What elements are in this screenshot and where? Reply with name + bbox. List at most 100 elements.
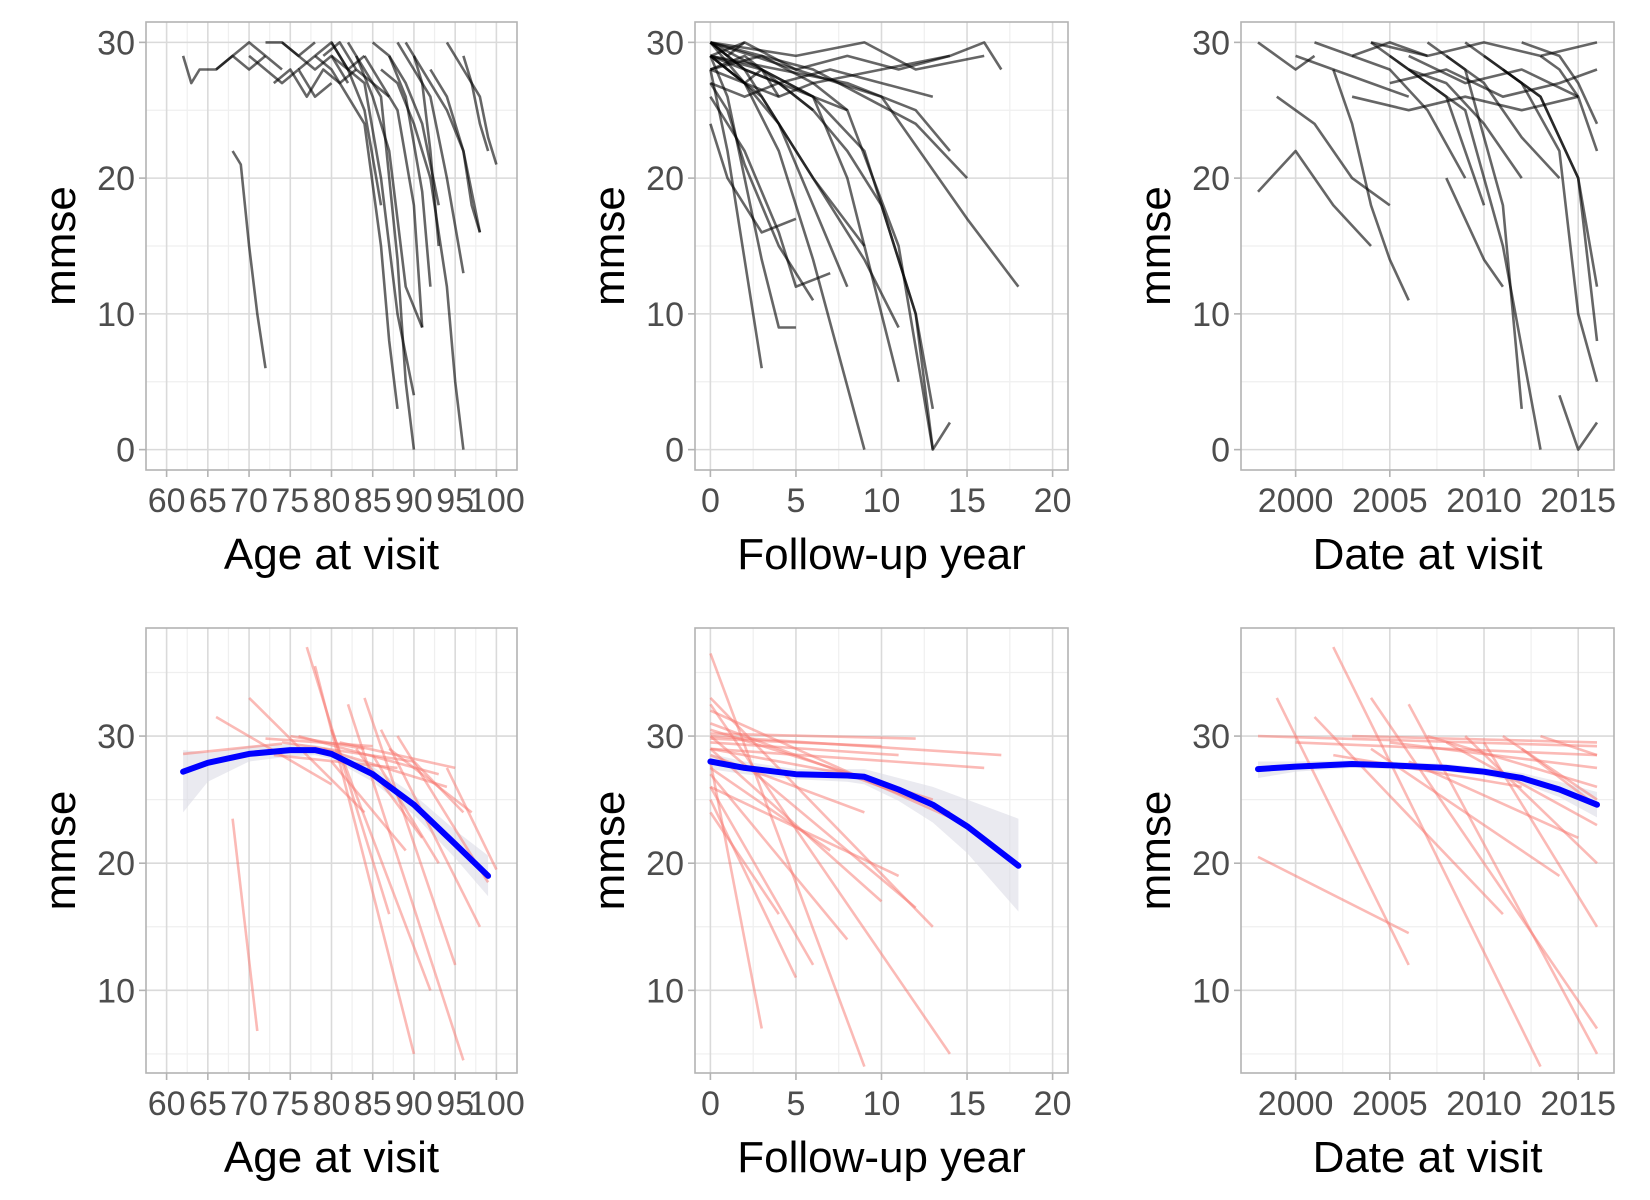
panel-3: 2000 2005 2010 2015 0 10 20 30 Date at visit mmse — [1131, 21, 1616, 579]
smooth-trend-line — [180, 747, 492, 879]
x-tick-label: 2005 — [1352, 482, 1428, 520]
series-line-10 — [380, 68, 465, 450]
series-line-8 — [1389, 54, 1542, 450]
series-line-18 — [354, 55, 424, 328]
x-tick-label: 80 — [313, 482, 351, 520]
series-line-17 — [1351, 95, 1579, 112]
data-layer — [180, 646, 498, 1061]
series-line-4 — [248, 54, 333, 98]
series-line-15 — [1521, 41, 1599, 125]
x-tick-label: 80 — [313, 1085, 351, 1123]
panel-2: 0 5 10 15 20 0 10 20 30 Follow-up year mmse — [585, 21, 1072, 579]
data-layer — [1257, 41, 1599, 451]
series-line-6 — [709, 747, 883, 903]
data-layer — [1255, 646, 1600, 1068]
x-tick-label: 20 — [1034, 482, 1072, 520]
y-tick-label: 20 — [646, 160, 684, 198]
series-line-19 — [1389, 68, 1598, 98]
x-tick-label: 75 — [271, 482, 309, 520]
x-tick-label: 85 — [354, 1085, 392, 1123]
y-tick-label: 30 — [1192, 24, 1230, 62]
series-line-15 — [1370, 747, 1561, 877]
series-line-14 — [462, 55, 490, 152]
series-line-21 — [709, 123, 797, 234]
x-tick-label: 5 — [786, 1085, 805, 1123]
series-line-11 — [1445, 741, 1598, 827]
y-tick-label: 10 — [97, 296, 135, 334]
y-tick-label: 0 — [665, 432, 684, 470]
series-line-20 — [388, 747, 473, 814]
x-tick-label: 60 — [148, 1085, 186, 1123]
series-line-21 — [709, 811, 780, 915]
series-line-4 — [1369, 697, 1599, 1030]
y-tick-label: 30 — [646, 24, 684, 62]
y-axis-title: mmse — [1131, 186, 1180, 306]
series-line-5 — [709, 735, 917, 909]
x-axis-title: Date at visit — [1313, 530, 1543, 579]
series-line-3 — [1332, 646, 1542, 1068]
series-line-13 — [445, 41, 498, 165]
series-line-9 — [363, 55, 424, 328]
x-tick-label: 85 — [354, 482, 392, 520]
x-tick-label: 60 — [148, 482, 186, 520]
series-line-8 — [709, 786, 815, 966]
series-line-20 — [1540, 734, 1598, 757]
y-tick-label: 20 — [97, 160, 135, 198]
series-line-3 — [215, 41, 283, 71]
series-line-23 — [1445, 177, 1504, 288]
smooth-trend-line — [707, 758, 1022, 869]
y-axis-title: mmse — [36, 186, 85, 306]
x-tick-label: 5 — [786, 482, 805, 520]
series-line-9 — [1408, 68, 1523, 179]
x-tick-label: 100 — [468, 1085, 525, 1123]
series-line-20 — [387, 55, 432, 287]
series-line-22 — [1314, 41, 1428, 58]
panel-5: 0 5 10 15 20 10 20 30 Follow-up year mmse — [585, 627, 1072, 1182]
x-tick-label: 75 — [271, 1085, 309, 1123]
series-line-19 — [371, 754, 440, 864]
series-line-18 — [1370, 41, 1598, 58]
y-tick-label: 30 — [1192, 718, 1230, 756]
y-tick-label: 10 — [646, 972, 684, 1010]
series-line-16 — [709, 41, 900, 383]
series-line-19 — [710, 41, 985, 71]
x-tick-label: 2015 — [1540, 1085, 1616, 1123]
y-axis-title: mmse — [1131, 791, 1180, 911]
series-line-15 — [265, 41, 316, 58]
series-line-5 — [1332, 69, 1410, 301]
series-line-21 — [429, 68, 482, 233]
series-line-8 — [346, 41, 416, 450]
series-line-10 — [1426, 41, 1523, 410]
series-line-22 — [709, 54, 900, 329]
series-line-23 — [290, 734, 365, 751]
series-line-1 — [1257, 41, 1316, 71]
x-tick-label: 95 — [436, 482, 474, 520]
series-line-17 — [330, 41, 383, 206]
series-line-21 — [273, 753, 398, 770]
panel-6: 2000 2005 2010 2015 10 20 30 Date at visit mmse — [1131, 627, 1616, 1182]
panel-border — [1240, 21, 1615, 471]
series-line-1 — [709, 761, 763, 1029]
series-line-4 — [1295, 54, 1410, 98]
x-tick-label: 95 — [436, 1085, 474, 1123]
series-line-14 — [281, 741, 415, 763]
y-tick-label: 20 — [97, 845, 135, 883]
x-axis-title: Follow-up year — [737, 530, 1026, 579]
x-tick-label: 2010 — [1446, 482, 1522, 520]
series-line-11 — [396, 41, 465, 274]
series-line-5 — [1407, 703, 1599, 1055]
series-line-15 — [709, 709, 968, 827]
x-tick-label: 2010 — [1446, 1085, 1522, 1123]
series-line-11 — [1445, 54, 1561, 179]
series-line-11 — [710, 41, 1020, 288]
series-line-23 — [709, 54, 934, 98]
y-tick-label: 0 — [1211, 432, 1230, 470]
series-line-12 — [1464, 735, 1598, 865]
series-line-14 — [1502, 68, 1599, 342]
x-tick-label: 0 — [701, 1085, 720, 1123]
series-line-4 — [248, 696, 366, 814]
x-tick-label: 10 — [863, 482, 901, 520]
y-tick-label: 10 — [646, 296, 684, 334]
x-axis-title: Age at visit — [224, 530, 439, 579]
